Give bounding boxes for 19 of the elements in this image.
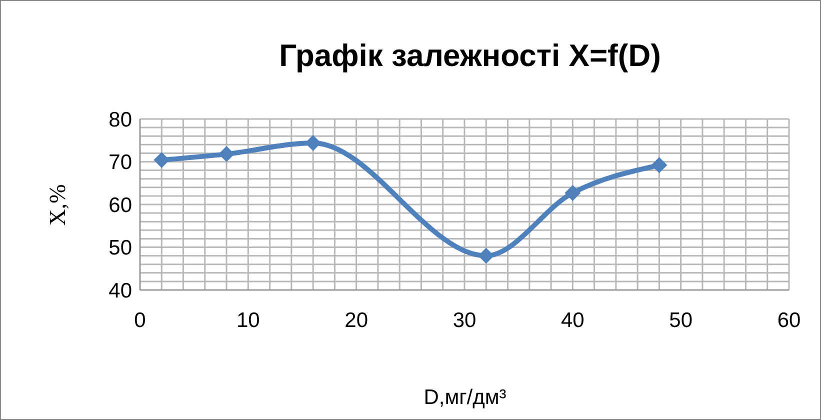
y-tick-label: 70 xyxy=(108,151,132,174)
x-tick-label: 60 xyxy=(777,308,801,332)
point xyxy=(651,157,668,174)
x-tick-label: 40 xyxy=(560,308,584,332)
x-tick-label: 10 xyxy=(236,308,260,332)
x-tick-label: 0 xyxy=(134,308,146,332)
x-tick-label: 50 xyxy=(669,308,693,332)
y-tick-label: 50 xyxy=(108,236,132,260)
y-tick-label: 60 xyxy=(108,194,132,217)
point xyxy=(564,184,581,201)
x-tick-label: 30 xyxy=(452,308,476,332)
y-tick-label: 80 xyxy=(108,108,132,132)
chart-title: Графік залежності X=f(D) xyxy=(278,38,662,74)
x-tick-label: 20 xyxy=(344,308,368,332)
point xyxy=(218,146,235,162)
x-axis-title: D,мг/дм³ xyxy=(422,386,508,410)
y-axis-title: X,% xyxy=(45,184,71,226)
point xyxy=(478,248,494,264)
y-tick-label: 40 xyxy=(108,279,132,302)
